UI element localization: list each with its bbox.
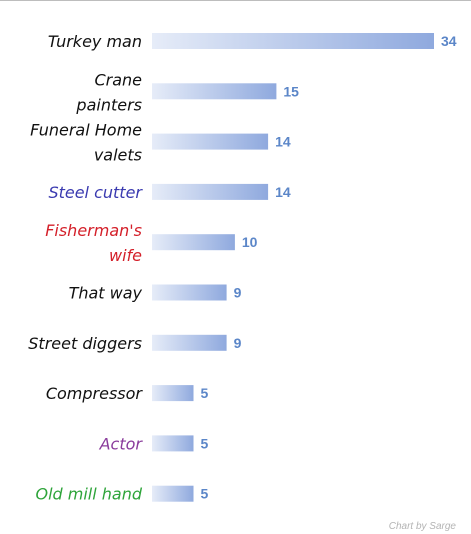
- value-label-6: 9: [234, 335, 242, 351]
- bar-5: [152, 284, 227, 301]
- value-label-2: 14: [275, 134, 291, 150]
- bar-9: [152, 485, 194, 502]
- value-label-7: 5: [201, 385, 209, 401]
- bar-1: [152, 83, 277, 100]
- bar-4: [152, 234, 235, 251]
- category-label-4: Fisherman's wife: [45, 221, 142, 265]
- value-label-3: 14: [275, 184, 291, 200]
- chart-credit: Chart by Sarge: [389, 521, 457, 532]
- category-label-1: Crane painters: [75, 70, 142, 114]
- category-label-5: That way: [69, 284, 143, 303]
- category-label-9: Old mill hand: [35, 485, 142, 504]
- bar-2: [152, 133, 269, 150]
- category-label-8: Actor: [99, 434, 144, 453]
- category-label-7: Compressor: [46, 384, 144, 403]
- category-label-6: Street diggers: [28, 334, 142, 353]
- category-label-0: Turkey man: [48, 32, 142, 51]
- value-label-1: 15: [283, 83, 299, 99]
- category-labels: Turkey man Crane painters Funeral Home valet…: [28, 32, 143, 504]
- value-label-0: 34: [441, 33, 457, 49]
- category-label-2: Funeral Home valets: [30, 121, 142, 165]
- value-label-5: 9: [234, 285, 242, 301]
- value-label-9: 5: [201, 486, 209, 502]
- bar-3: [152, 183, 269, 200]
- bar-7: [152, 385, 194, 402]
- category-label-3: Steel cutter: [48, 183, 143, 202]
- bar-8: [152, 435, 194, 452]
- bar-6: [152, 334, 227, 351]
- bars-group: [152, 33, 434, 502]
- value-label-8: 5: [201, 435, 209, 451]
- value-label-4: 10: [242, 234, 258, 250]
- value-labels: 34 15 14 14 10 9 9 5 5 5: [201, 33, 457, 502]
- bar-0: [152, 33, 434, 49]
